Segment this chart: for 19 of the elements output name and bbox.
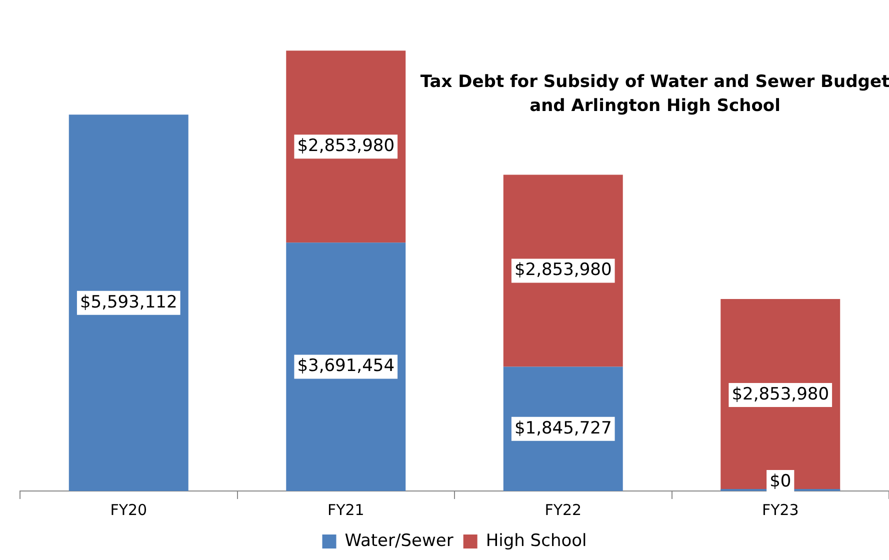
bar (720, 298, 840, 491)
data-label: $3,691,454 (297, 356, 395, 376)
bar (286, 50, 406, 243)
bar (503, 174, 623, 367)
legend-label: Water/Sewer (344, 530, 454, 551)
legend-label: High School (486, 530, 587, 551)
text: Tax Debt for Subsidy of Water and Sewer Budget and Arlington High School (419, 71, 889, 118)
x-tick-label: FY23 (762, 500, 799, 519)
data-label: $0 (770, 471, 792, 492)
data-label: $2,853,980 (514, 260, 612, 280)
x-tick-label: FY21 (327, 500, 364, 519)
data-label: $2,853,980 (297, 136, 395, 156)
x-tick-label: FY22 (544, 500, 582, 519)
data-label: $1,845,727 (514, 418, 612, 438)
x-tick-label: FY20 (110, 500, 148, 519)
bar (68, 114, 188, 491)
bar (286, 242, 406, 491)
data-label: $2,853,980 (732, 384, 830, 404)
data-label: $5,593,112 (80, 292, 178, 312)
